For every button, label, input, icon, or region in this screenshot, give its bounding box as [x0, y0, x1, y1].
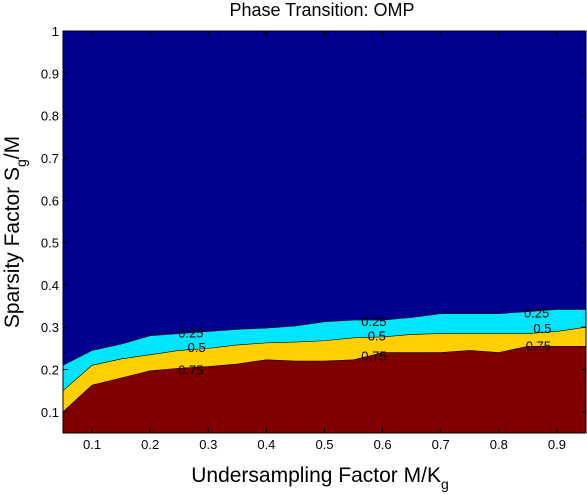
y-tick-label: 0.1 [41, 405, 59, 420]
y-tick-label: 0.9 [41, 66, 59, 81]
x-tick-label: 0.8 [490, 437, 508, 452]
y-axis-label: Sparsity Factor Sg/M [1, 136, 29, 328]
contour-line-025 [62, 309, 586, 366]
x-tick-label: 0.3 [199, 437, 217, 452]
chart-title: Phase Transition: OMP [229, 0, 414, 20]
contour-lines [62, 309, 587, 413]
x-tick-label: 0.2 [141, 437, 159, 452]
region-bottom [63, 346, 586, 433]
contour-label: 0.5 [368, 329, 386, 344]
x-axis-ticks: 0.1 0.2 0.3 0.4 0.5 0.6 0.7 0.8 0.9 [83, 31, 566, 452]
y-tick-label: 0.8 [41, 109, 59, 124]
y-tick-label: 0.2 [41, 363, 59, 378]
contour-line-05 [62, 326, 587, 391]
y-tick-label: 0.5 [41, 236, 59, 251]
contour-label: 0.75 [361, 349, 386, 364]
x-axis-label: Undersampling Factor M/Kg [191, 464, 449, 492]
y-axis-label-main: Sparsity Factor S [1, 167, 24, 328]
contour-label: 0.75 [178, 363, 203, 378]
y-tick-label: 0.4 [41, 278, 59, 293]
contour-labels: 0.250.50.750.250.50.750.250.50.75 [178, 305, 551, 377]
y-tick-label: 0.7 [41, 151, 59, 166]
x-tick-label: 0.1 [83, 437, 101, 452]
x-axis-label-main: Undersampling Factor M/K [191, 464, 441, 487]
x-tick-label: 0.5 [315, 437, 333, 452]
y-axis-label-tail: /M [1, 136, 24, 159]
contour-label: 0.5 [533, 321, 551, 336]
x-tick-label: 0.9 [548, 437, 566, 452]
y-tick-label: 1 [52, 24, 59, 39]
x-tick-label: 0.6 [374, 437, 392, 452]
y-tick-label: 0.6 [41, 193, 59, 208]
contour-line-075 [62, 345, 586, 413]
contour-label: 0.75 [526, 338, 551, 353]
y-tick-label: 0.3 [41, 320, 59, 335]
contour-label: 0.25 [178, 326, 203, 341]
contour-label: 0.25 [524, 305, 549, 320]
x-axis-label-subscript: g [441, 476, 449, 492]
x-tick-label: 0.4 [257, 437, 275, 452]
x-tick-label: 0.7 [432, 437, 450, 452]
y-axis-label-subscript: g [13, 159, 29, 167]
contour-label: 0.5 [188, 340, 206, 355]
contour-label: 0.25 [361, 314, 386, 329]
plot-area: 0.250.50.750.250.50.750.250.50.75 [62, 30, 587, 434]
y-axis-ticks: 0.1 0.2 0.3 0.4 0.5 0.6 0.7 0.8 0.9 1 [41, 24, 586, 420]
